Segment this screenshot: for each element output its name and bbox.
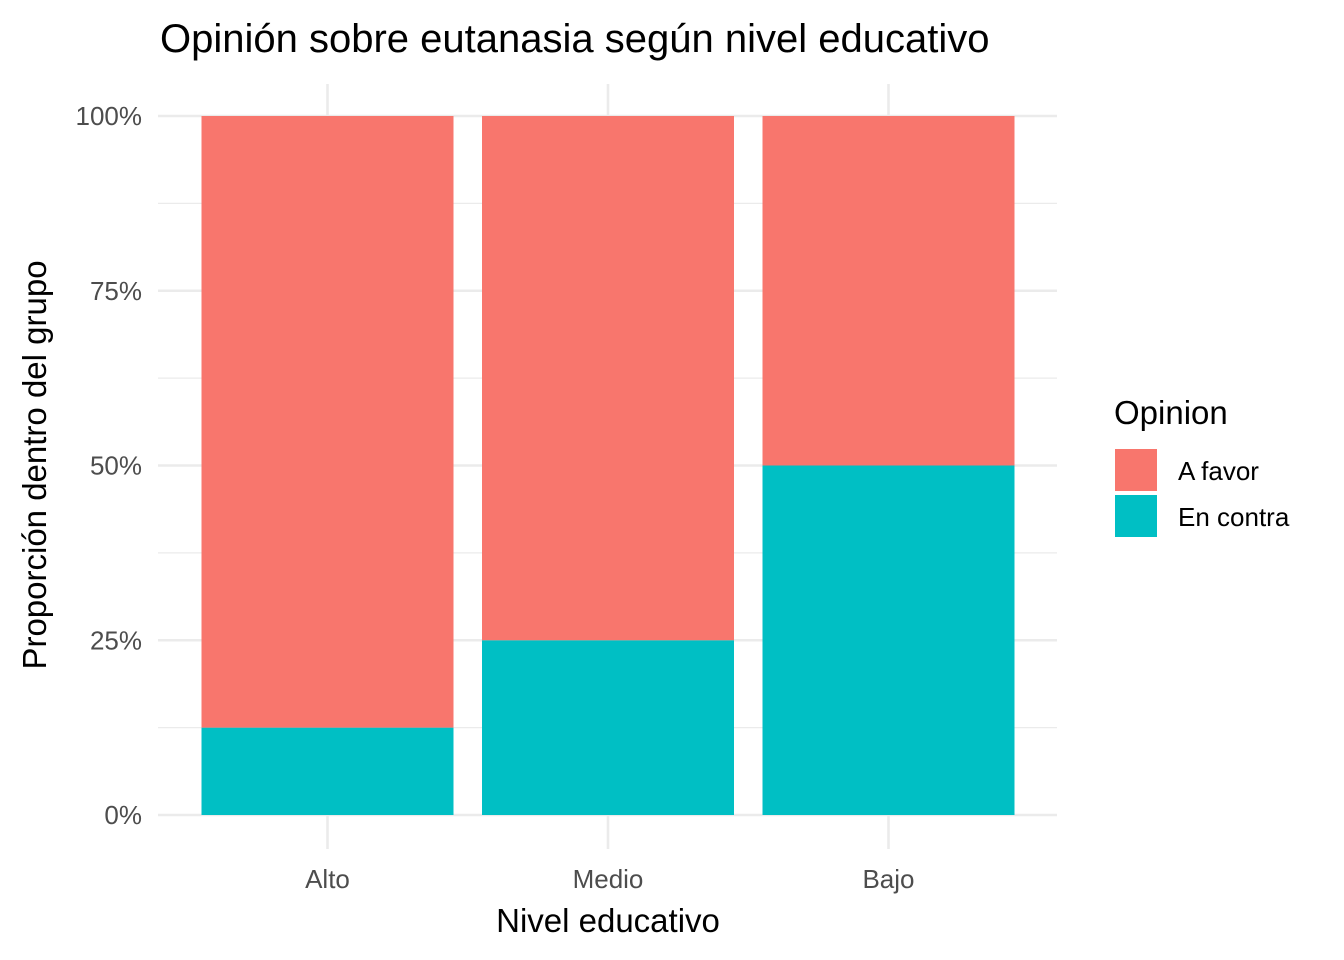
legend-label-a-favor: A favor (1178, 456, 1259, 486)
bars (201, 116, 1015, 815)
x-axis-ticks: Alto Medio Bajo (305, 864, 914, 894)
x-axis-title: Nivel educativo (496, 902, 720, 939)
bar-medio-a-favor (482, 116, 734, 641)
y-axis-ticks: 0% 25% 50% 75% 100% (76, 101, 143, 830)
y-tick-label: 0% (104, 800, 142, 830)
y-tick-label: 75% (90, 276, 142, 306)
x-tick-label: Alto (305, 864, 350, 894)
bar-bajo-en-contra (762, 465, 1015, 815)
legend-key-en-contra (1115, 495, 1157, 537)
bar-alto-a-favor (201, 116, 454, 728)
bar-alto-en-contra (201, 727, 454, 815)
legend-key-a-favor (1115, 449, 1157, 491)
bar-bajo-a-favor (762, 116, 1015, 466)
legend: Opinion A favor En contra (1114, 394, 1290, 537)
y-axis-title: Proporción dentro del grupo (16, 260, 53, 669)
y-tick-label: 25% (90, 625, 142, 655)
chart-title: Opinión sobre eutanasia según nivel educ… (160, 17, 989, 61)
legend-title: Opinion (1114, 394, 1228, 431)
bar-medio-en-contra (482, 640, 734, 815)
y-tick-label: 100% (76, 101, 143, 131)
y-tick-label: 50% (90, 451, 142, 481)
legend-label-en-contra: En contra (1178, 502, 1290, 532)
x-tick-label: Medio (573, 864, 644, 894)
x-tick-label: Bajo (862, 864, 914, 894)
